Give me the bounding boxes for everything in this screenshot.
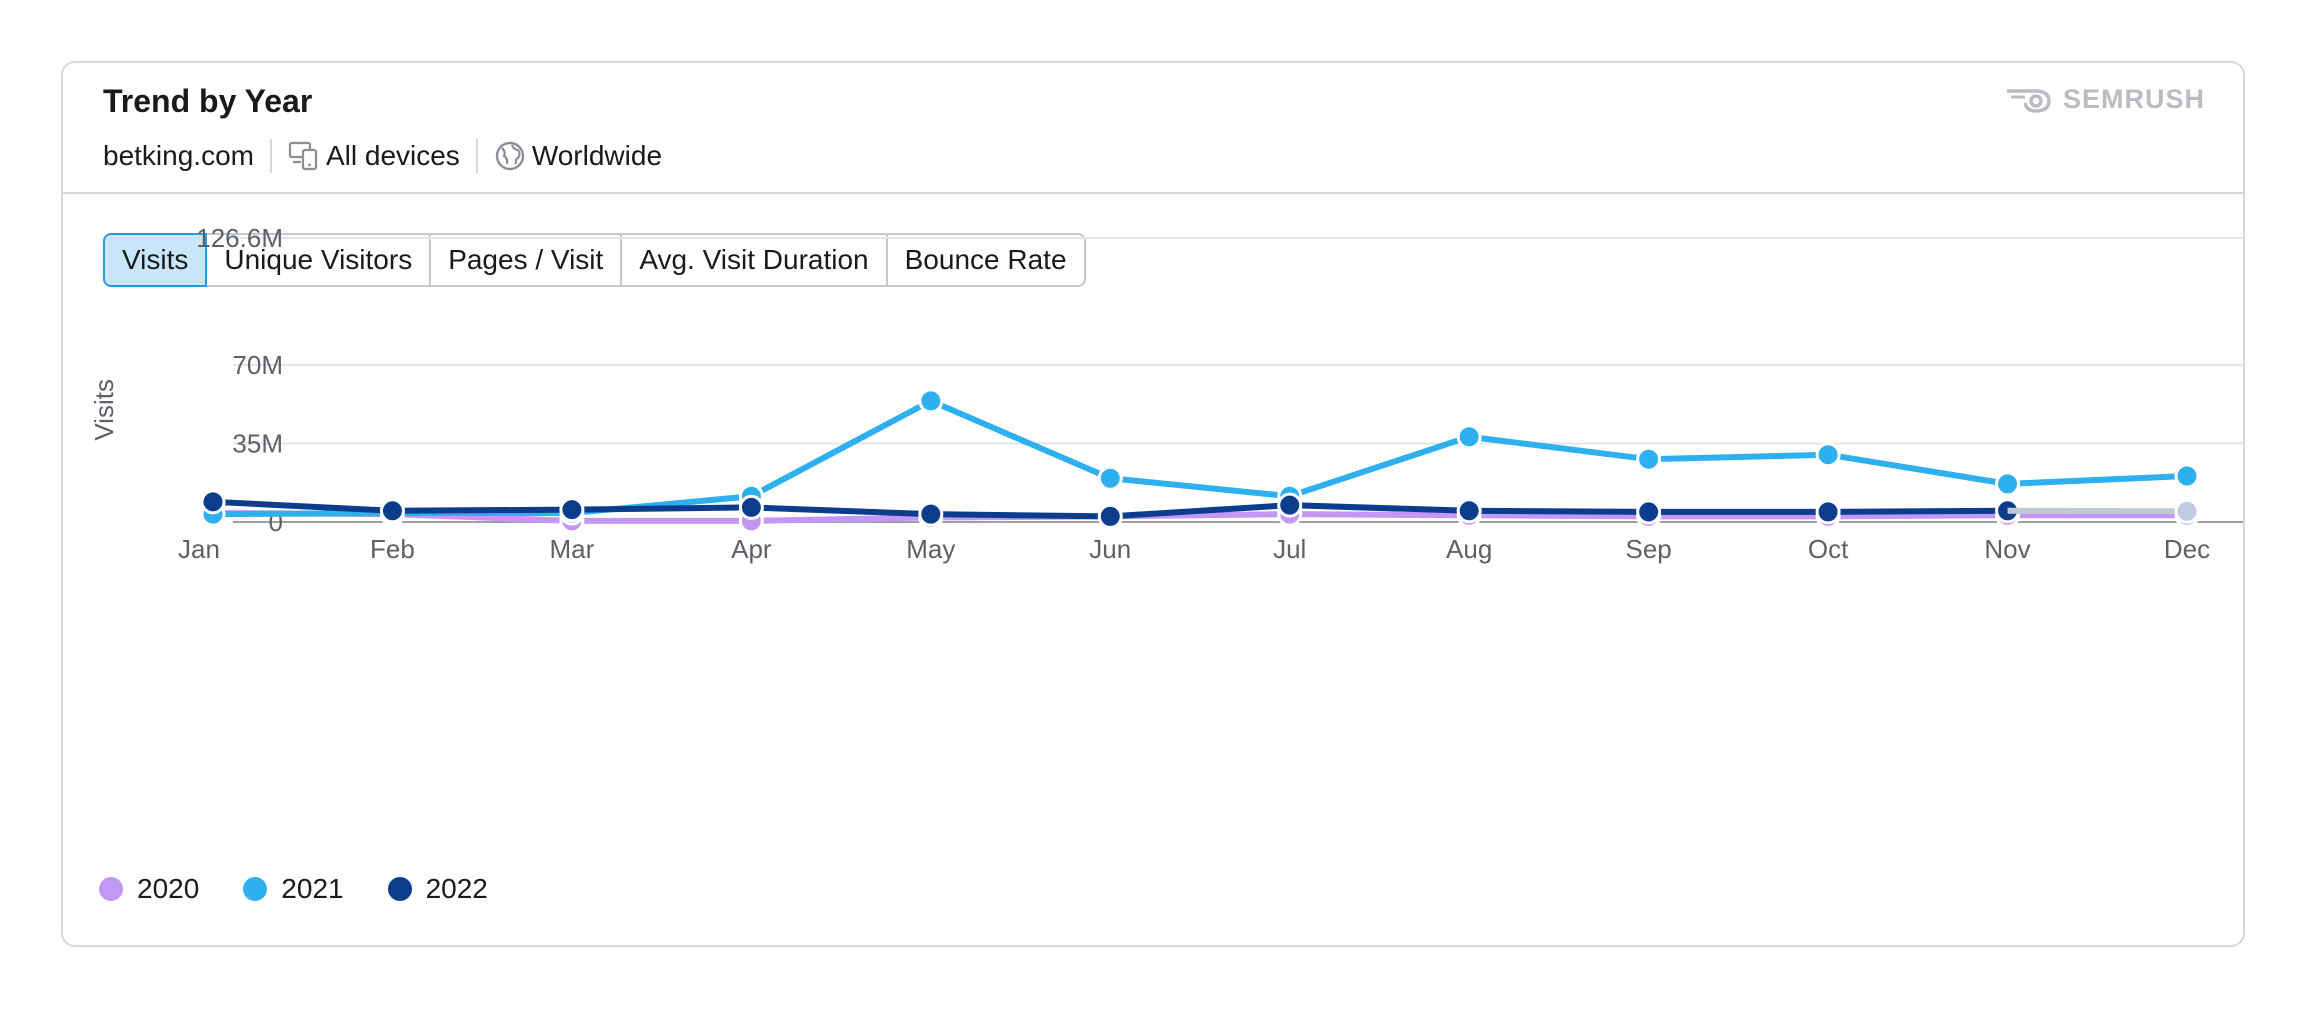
y-axis-title: Visits — [89, 379, 119, 441]
x-tick-label: Jul — [1273, 534, 1306, 564]
tab-unique-visitors[interactable]: Unique Visitors — [207, 233, 432, 287]
data-point-2021-sep — [1636, 446, 1662, 472]
tab-bounce-rate[interactable]: Bounce Rate — [887, 233, 1086, 287]
x-tick-label: Feb — [370, 534, 415, 564]
widget-header: Trend by Year betking.com All devices — [63, 63, 2243, 194]
data-point-2022-jan — [200, 489, 226, 515]
y-tick-label: 70M — [232, 350, 283, 380]
x-tick-label: Jun — [1089, 534, 1131, 564]
semrush-logo: SEMRUSH — [2005, 83, 2205, 115]
x-tick-label: Dec — [2164, 534, 2210, 564]
brand-name: SEMRUSH — [2062, 83, 2205, 114]
data-point-2021-jun — [1097, 465, 1123, 491]
widget-title: Trend by Year — [103, 83, 313, 119]
globe-icon — [494, 140, 526, 172]
legend-label-2021: 2021 — [281, 873, 344, 904]
tab-avg-visit-duration[interactable]: Avg. Visit Duration — [622, 233, 888, 287]
metric-tabs: Visits Unique Visitors Pages / Visit Avg… — [103, 233, 1086, 287]
x-tick-label: Jan — [178, 534, 220, 564]
series-line-2020 — [212, 510, 2187, 524]
data-point-2021-oct — [1815, 442, 1841, 468]
data-point-2022-sep — [1636, 499, 1662, 525]
x-tick-label: May — [906, 534, 955, 564]
semrush-logo-icon — [2006, 89, 2051, 113]
data-point-2022-jun — [1097, 503, 1123, 529]
legend-item-2022[interactable]: 2022 — [387, 873, 488, 905]
devices-label: All devices — [325, 140, 460, 171]
legend-label-2022: 2022 — [425, 873, 488, 904]
trend-by-year-widget: Trend by Year betking.com All devices — [61, 61, 2245, 947]
data-point-2022-aug — [1456, 498, 1482, 524]
x-tick-label: Sep — [1626, 534, 1672, 564]
series-line-2021 — [212, 397, 2188, 518]
x-tick-label: Aug — [1446, 534, 1492, 564]
widget-filters: betking.com All devices Worldwide — [103, 139, 662, 173]
y-tick-label: 126.6M — [196, 223, 283, 253]
data-point-2022-feb — [379, 498, 405, 524]
legend-item-2020[interactable]: 2020 — [99, 873, 199, 905]
data-point-2022-oct — [1815, 499, 1841, 525]
region-label: Worldwide — [531, 140, 663, 171]
x-tick-label: Oct — [1808, 534, 1849, 564]
legend-dot-2021 — [243, 877, 268, 901]
x-tick-label: Nov — [1984, 534, 2030, 564]
data-point-2022-may — [918, 501, 944, 527]
tab-pages-per-visit[interactable]: Pages / Visit — [431, 233, 623, 287]
devices-icon — [288, 140, 320, 172]
data-point-2021-may — [918, 388, 944, 414]
divider — [475, 139, 478, 173]
chart-legend: 2020 2021 2022 — [99, 873, 488, 905]
data-point-2022-apr — [738, 494, 764, 520]
tab-visits[interactable]: Visits — [103, 233, 208, 287]
data-point-2021-dec — [2174, 463, 2200, 489]
domain-label: betking.com — [103, 140, 254, 171]
data-point-2022-mar — [559, 497, 585, 523]
legend-item-2021[interactable]: 2021 — [243, 873, 344, 905]
data-point-2021-nov — [1995, 471, 2021, 497]
x-tick-label: Apr — [731, 534, 772, 564]
projected-point-2022-dec — [2174, 498, 2200, 524]
data-point-2021-aug — [1456, 424, 1482, 450]
data-point-2022-jul — [1277, 492, 1303, 518]
y-tick-label: 35M — [232, 429, 283, 459]
x-tick-label: Mar — [550, 534, 595, 564]
divider — [269, 139, 272, 173]
legend-dot-2022 — [387, 877, 412, 901]
legend-label-2020: 2020 — [137, 873, 200, 904]
legend-dot-2020 — [99, 877, 123, 901]
